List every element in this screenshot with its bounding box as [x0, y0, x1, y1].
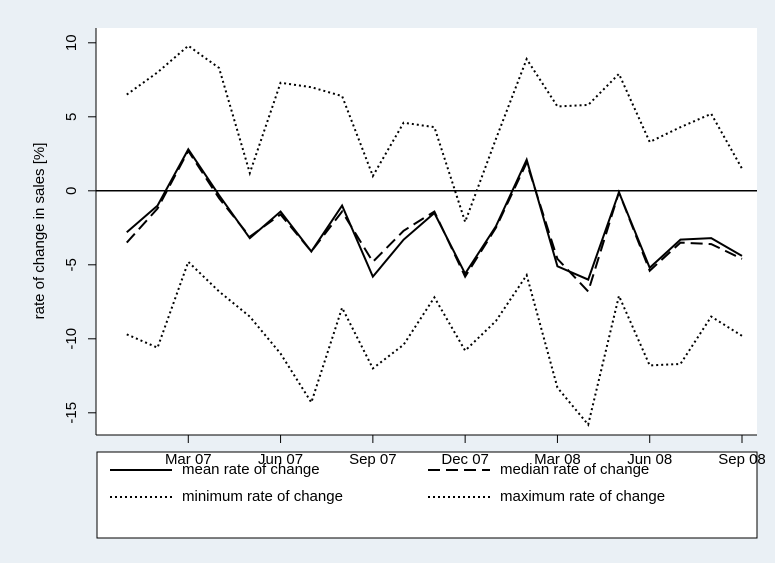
- x-tick-label: Dec 07: [441, 451, 489, 468]
- y-tick-label: -15: [63, 402, 80, 424]
- x-tick-label: Sep 07: [349, 451, 397, 468]
- y-tick-label: -5: [63, 258, 80, 271]
- legend-label: median rate of change: [500, 461, 649, 478]
- x-tick-label: Jun 07: [258, 451, 303, 468]
- legend-label: minimum rate of change: [182, 488, 343, 505]
- series-line: [126, 148, 743, 294]
- x-tick-label: Sep 08: [718, 451, 766, 468]
- y-tick-label: 5: [63, 113, 80, 121]
- legend-label: maximum rate of change: [500, 488, 665, 505]
- x-tick-label: Mar 08: [534, 451, 581, 468]
- y-axis-label: rate of change in sales [%]: [31, 143, 48, 320]
- plot-area: [96, 28, 757, 435]
- legend-label: mean rate of change: [182, 461, 320, 478]
- x-tick-label: Jun 08: [627, 451, 672, 468]
- y-tick-label: -10: [63, 328, 80, 350]
- y-tick-label: 0: [63, 187, 80, 195]
- x-tick-label: Mar 07: [165, 451, 212, 468]
- y-tick-label: 10: [63, 34, 80, 51]
- legend: [96, 451, 758, 539]
- series-line: [126, 260, 743, 427]
